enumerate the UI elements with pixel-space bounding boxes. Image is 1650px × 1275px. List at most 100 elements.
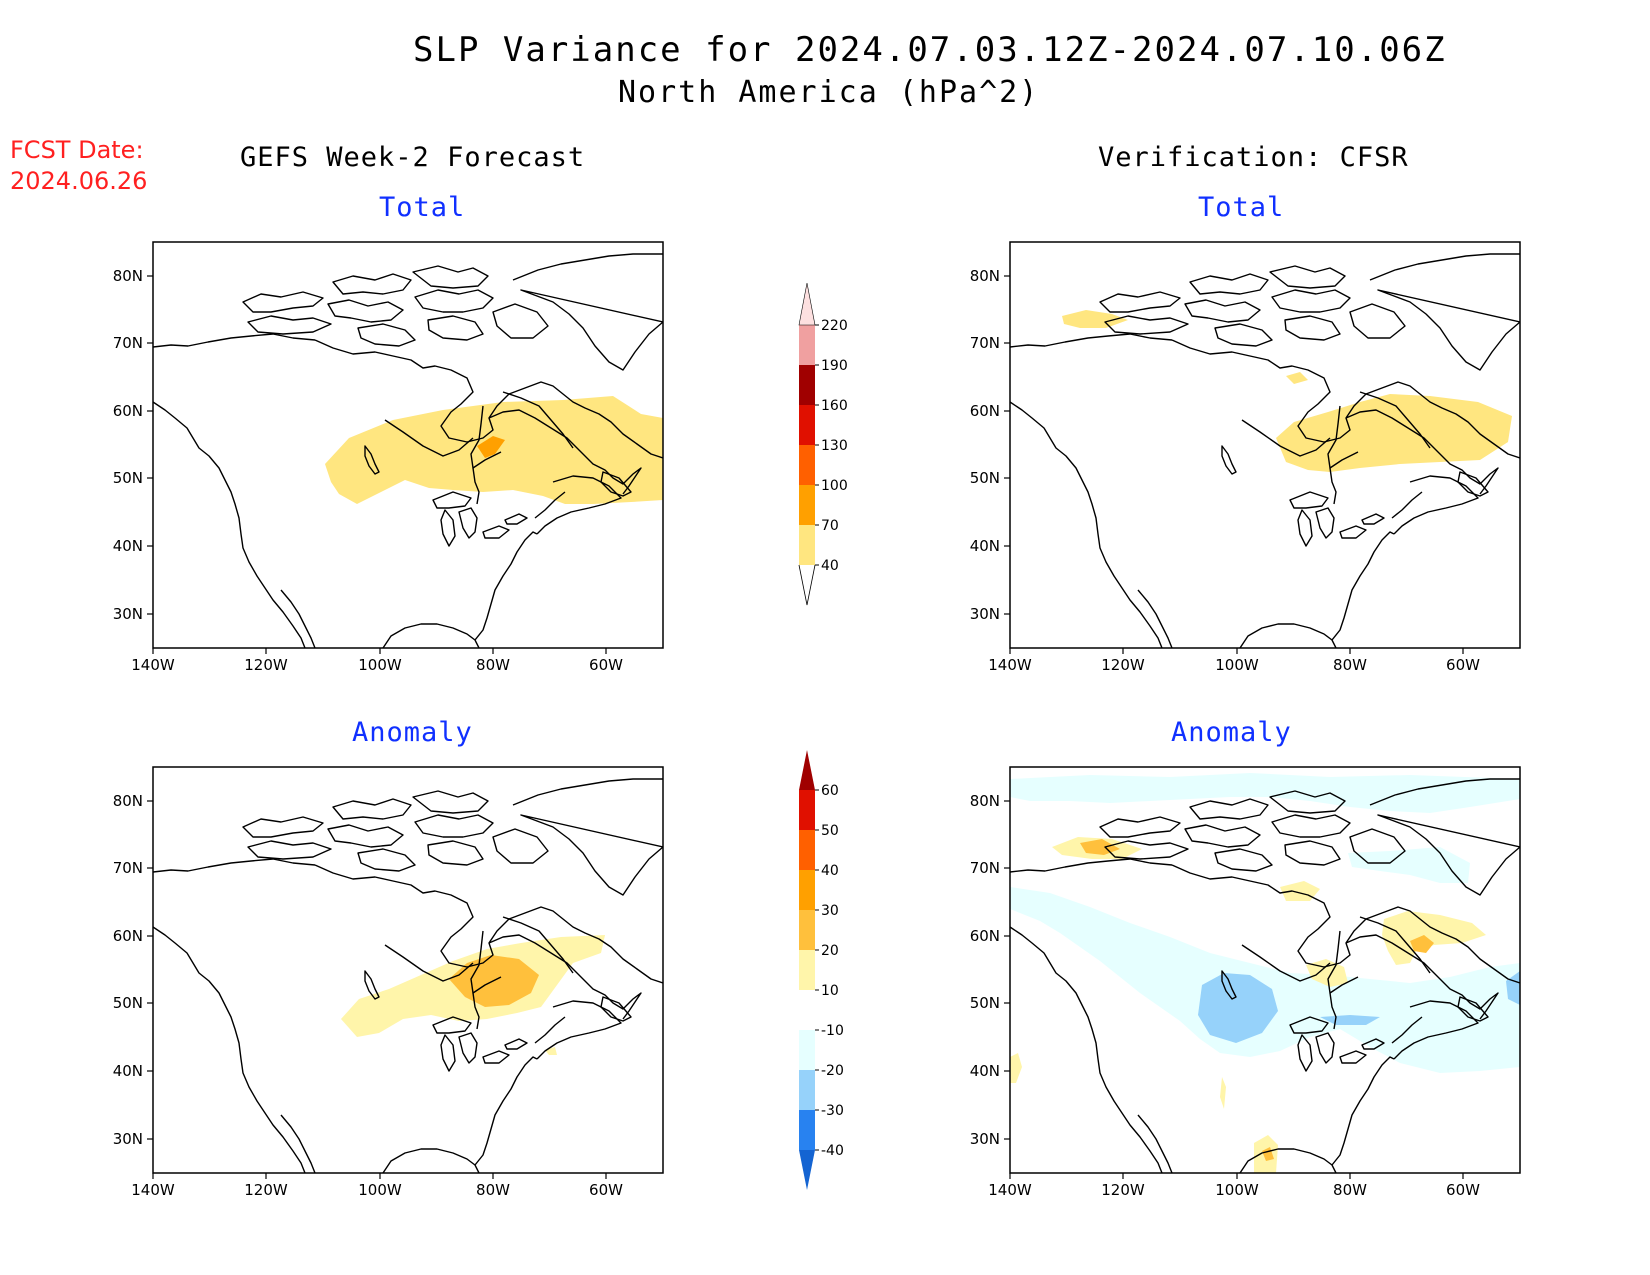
cfsr-anom-shade-pos-west	[1010, 1053, 1022, 1083]
lat-tick-label: 60N	[113, 402, 143, 420]
anomaly-colorbar-box	[799, 990, 815, 1030]
lat-tick-label: 80N	[970, 792, 1000, 810]
total-colorbar-label: 100	[821, 478, 848, 494]
total-colorbar-label: 190	[821, 358, 848, 374]
anomaly-colorbar-label: -40	[821, 1143, 844, 1159]
cfsr-anom-shade-pos-alaska-core	[1080, 839, 1120, 855]
anomaly-colorbar: -40 -30 -20 -10 10 20 30 40 50 60	[799, 750, 844, 1190]
lat-tick-label: 60N	[970, 927, 1000, 945]
cfsr-anom-shade-neg20	[1198, 973, 1278, 1043]
anomaly-colorbar-label: 40	[821, 863, 839, 879]
gefs-anom-shade-east	[545, 1047, 557, 1055]
total-colorbar-label: 40	[821, 558, 839, 574]
anomaly-colorbar-label: 20	[821, 943, 839, 959]
lat-tick-label: 40N	[970, 537, 1000, 555]
left-column-title: GEFS Week-2 Forecast	[240, 142, 586, 173]
lon-tick-label: 80W	[476, 656, 510, 674]
lat-tick-label: 40N	[113, 537, 143, 555]
lon-tick-label: 60W	[589, 1181, 623, 1199]
total-colorbar-label: 130	[821, 438, 848, 454]
lat-tick-label: 50N	[113, 469, 143, 487]
cfsr-anom-shade-mid	[1010, 887, 1520, 1073]
lat-tick-label: 70N	[970, 859, 1000, 877]
fcst-date-value: 2024.06.26	[10, 167, 148, 195]
lon-tick-label: 120W	[244, 1181, 288, 1199]
anomaly-colorbar-label: 60	[821, 783, 839, 799]
lat-tick-label: 80N	[113, 792, 143, 810]
gefs-total-shade-70-100	[477, 436, 505, 458]
lat-tick-label: 30N	[970, 605, 1000, 623]
lat-tick-label: 30N	[970, 1130, 1000, 1148]
anomaly-colorbar-bottom-arrow	[799, 1150, 815, 1190]
anomaly-colorbar-box	[799, 950, 815, 990]
anomaly-colorbar-box	[799, 910, 815, 950]
gefs-anomaly-map	[152, 766, 664, 1174]
lat-tick-label: 30N	[113, 605, 143, 623]
total-colorbar-label: 160	[821, 398, 848, 414]
total-colorbar-box	[799, 485, 815, 525]
total-colorbar-label: 70	[821, 518, 839, 534]
cfsr-total-map	[1009, 241, 1521, 649]
lon-tick-label: 120W	[244, 656, 288, 674]
main-title: SLP Variance for 2024.07.03.12Z-2024.07.…	[413, 30, 1447, 70]
gefs-total-map	[152, 241, 664, 649]
anomaly-colorbar-top-arrow	[799, 750, 815, 790]
anomaly-colorbar-box	[799, 830, 815, 870]
cfsr-anom-shade-pos-quebec-core	[1410, 935, 1434, 953]
anomaly-colorbar-label: -10	[821, 1023, 844, 1039]
lat-tick-label: 50N	[970, 994, 1000, 1012]
cfsr-anomaly-title: Anomaly	[1171, 717, 1292, 748]
anomaly-colorbar-label: -30	[821, 1103, 844, 1119]
total-colorbar-box	[799, 365, 815, 405]
anomaly-colorbar-box	[799, 1030, 815, 1070]
cfsr-anom-shade-ne	[1348, 847, 1470, 883]
total-colorbar-box	[799, 405, 815, 445]
anomaly-colorbar-box	[799, 1070, 815, 1110]
right-column-title: Verification: CFSR	[1098, 142, 1409, 173]
lon-tick-label: 100W	[1215, 656, 1259, 674]
total-colorbar-top-arrow	[798, 282, 816, 326]
total-colorbar-box	[799, 525, 815, 565]
lat-tick-label: 40N	[113, 1062, 143, 1080]
lon-tick-label: 100W	[1215, 1181, 1259, 1199]
lat-tick-label: 30N	[113, 1130, 143, 1148]
anomaly-colorbar-label: 10	[821, 983, 839, 999]
lon-tick-label: 80W	[1333, 1181, 1367, 1199]
lat-tick-label: 70N	[113, 859, 143, 877]
total-colorbar-bottom-arrow	[798, 564, 816, 606]
total-colorbar-box	[799, 325, 815, 365]
cfsr-anom-shade-pos-quebec	[1382, 911, 1486, 965]
gefs-anomaly-title: Anomaly	[352, 717, 473, 748]
lon-tick-label: 60W	[1446, 1181, 1480, 1199]
anomaly-colorbar-label: 30	[821, 903, 839, 919]
cfsr-total-shade-north	[1276, 394, 1512, 472]
cfsr-anom-shade-pos-mex	[1220, 1077, 1226, 1109]
anomaly-colorbar-label: -20	[821, 1063, 844, 1079]
lat-tick-label: 70N	[970, 334, 1000, 352]
lat-tick-label: 50N	[113, 994, 143, 1012]
lat-tick-label: 50N	[970, 469, 1000, 487]
lon-tick-label: 80W	[1333, 656, 1367, 674]
lat-tick-label: 80N	[970, 267, 1000, 285]
total-colorbar: 40 70 100 130 160 190 220	[798, 282, 848, 606]
lat-tick-label: 70N	[113, 334, 143, 352]
lon-tick-label: 120W	[1101, 656, 1145, 674]
anomaly-colorbar-label: 50	[821, 823, 839, 839]
cfsr-total-shade-alaska	[1062, 310, 1128, 328]
anomaly-colorbar-box	[799, 870, 815, 910]
cfsr-total-title: Total	[1198, 192, 1285, 223]
lon-tick-label: 60W	[589, 656, 623, 674]
fcst-date-label: FCST Date:	[10, 136, 144, 164]
lon-tick-label: 60W	[1446, 656, 1480, 674]
lon-tick-label: 140W	[988, 1181, 1032, 1199]
lat-tick-label: 40N	[970, 1062, 1000, 1080]
lon-tick-label: 120W	[1101, 1181, 1145, 1199]
lon-tick-label: 140W	[131, 1181, 175, 1199]
cfsr-anom-shade-top	[1010, 773, 1520, 813]
cfsr-anomaly-map	[1009, 766, 1521, 1174]
gefs-total-title: Total	[379, 192, 466, 223]
lon-tick-label: 100W	[358, 1181, 402, 1199]
cfsr-total-shade-hudson	[1286, 372, 1308, 384]
main-subtitle: North America (hPa^2)	[618, 75, 1040, 110]
